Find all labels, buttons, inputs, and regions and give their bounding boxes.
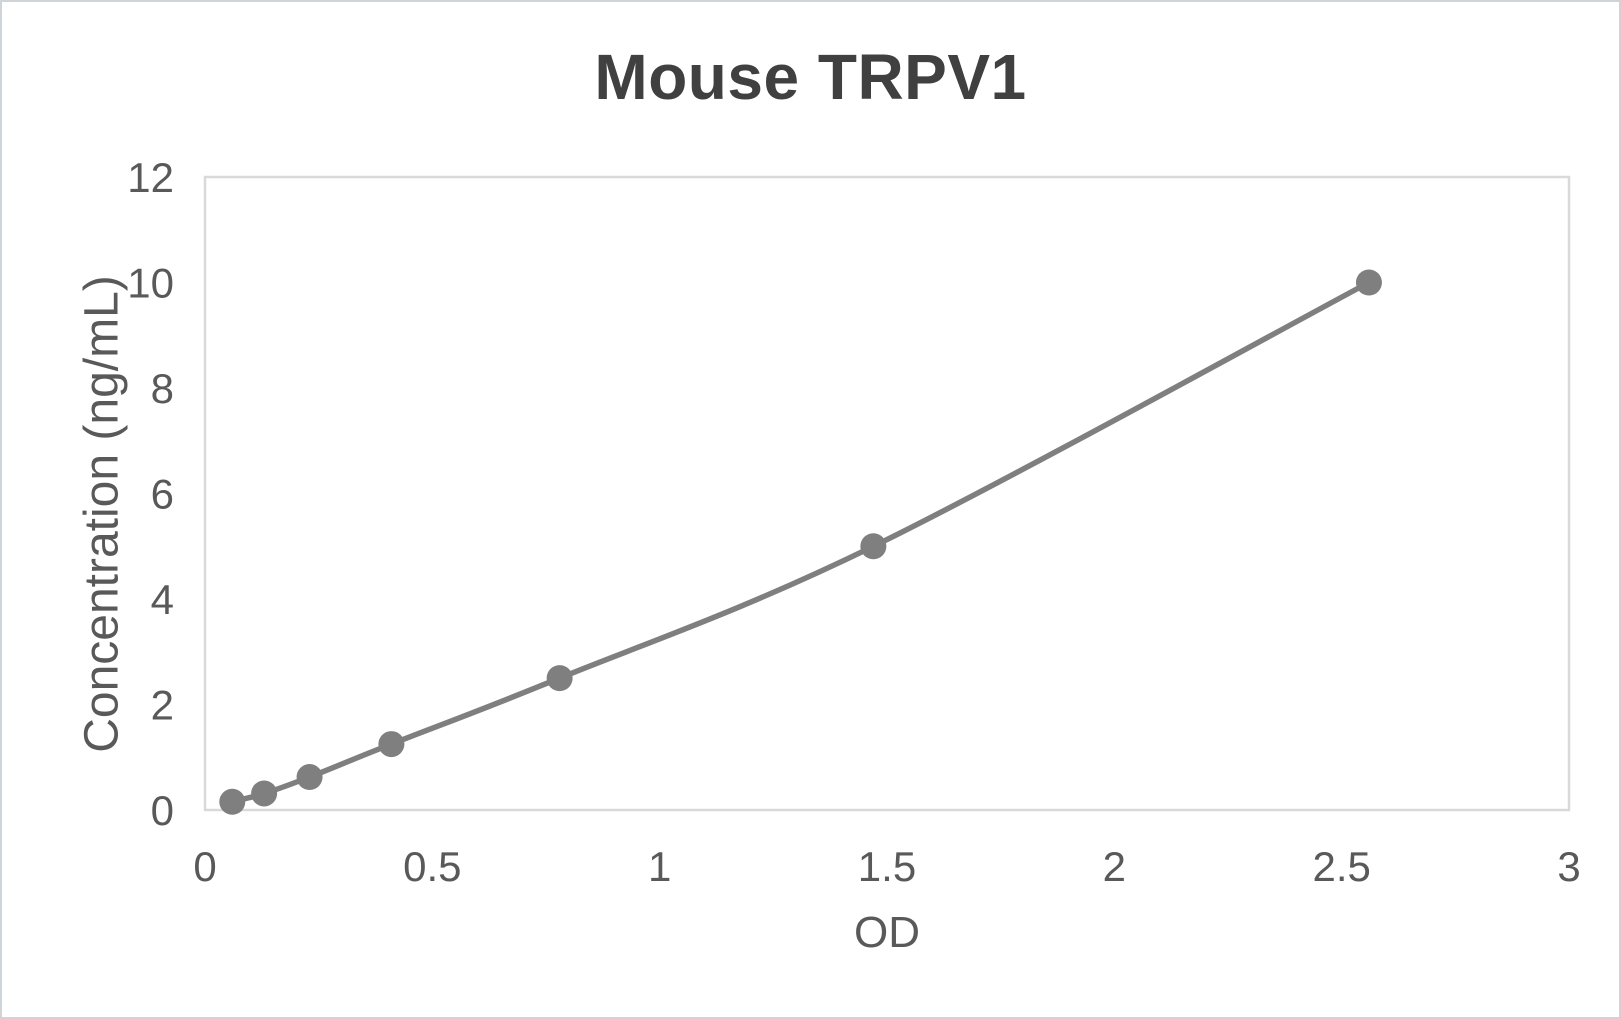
y-tick-label: 12 bbox=[127, 154, 174, 201]
data-point-marker bbox=[296, 764, 323, 791]
data-point-marker bbox=[546, 665, 573, 692]
data-point-marker bbox=[219, 788, 246, 815]
x-tick-label: 0.5 bbox=[403, 843, 461, 890]
x-tick-label: 1.5 bbox=[858, 843, 916, 890]
x-tick-label: 3 bbox=[1557, 843, 1580, 890]
data-point-marker bbox=[860, 533, 887, 560]
x-tick-label: 2 bbox=[1103, 843, 1126, 890]
x-tick-label: 2.5 bbox=[1312, 843, 1370, 890]
y-tick-label: 6 bbox=[151, 471, 174, 518]
y-tick-label: 8 bbox=[151, 365, 174, 412]
y-tick-label: 10 bbox=[127, 260, 174, 307]
x-tick-label: 0 bbox=[193, 843, 216, 890]
data-point-marker bbox=[251, 780, 278, 807]
y-tick-label: 4 bbox=[151, 576, 174, 623]
data-point-marker bbox=[378, 731, 405, 758]
y-tick-label: 2 bbox=[151, 682, 174, 729]
data-point-marker bbox=[1355, 269, 1382, 296]
plot-border bbox=[203, 175, 1571, 812]
chart-title: Mouse TRPV1 bbox=[594, 41, 1027, 113]
standard-curve-line bbox=[229, 279, 1372, 805]
x-tick-label: 1 bbox=[648, 843, 671, 890]
y-tick-label: 0 bbox=[151, 787, 174, 834]
x-axis-title: OD bbox=[854, 908, 920, 957]
